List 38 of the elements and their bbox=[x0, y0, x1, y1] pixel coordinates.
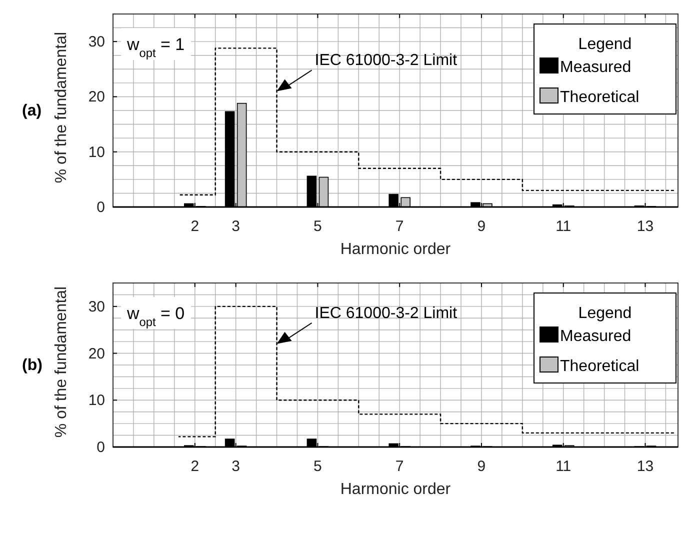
y-axis-title: % of the fundamental bbox=[53, 32, 70, 184]
annotation: w$_{opt}$ = 0 bbox=[126, 304, 185, 329]
x-tick-label: 13 bbox=[636, 218, 654, 235]
x-tick-label: 3 bbox=[232, 218, 240, 235]
x-tick-label: 2 bbox=[190, 218, 200, 235]
x-tick-label: 11 bbox=[556, 218, 572, 235]
legend-label: Theoretical bbox=[560, 89, 640, 106]
x-tick-label: 5 bbox=[314, 218, 322, 235]
x-tick-label: 5 bbox=[314, 458, 322, 475]
text: (a) bbox=[22, 102, 42, 120]
x-tick-label: 11 bbox=[556, 458, 572, 475]
y-tick-label: 0 bbox=[96, 439, 105, 456]
y-tick-label: 20 bbox=[88, 88, 105, 106]
x-axis-title: Harmonic order bbox=[340, 481, 452, 498]
y-tick-label: 10 bbox=[88, 392, 105, 410]
legend-label: Measured bbox=[560, 328, 632, 345]
legend-title: Legend bbox=[578, 305, 632, 322]
x-tick-label: 7 bbox=[395, 218, 404, 235]
legend-label: Measured bbox=[560, 59, 632, 76]
x-tick-label: 13 bbox=[636, 458, 654, 475]
y-tick-label: 30 bbox=[88, 34, 105, 51]
legend-title: Legend bbox=[578, 36, 632, 53]
x-tick-label: 9 bbox=[477, 218, 486, 235]
annotation: w$_{opt}$ = 1 bbox=[126, 35, 185, 60]
y-tick-label: 10 bbox=[88, 144, 105, 161]
x-tick-label: 9 bbox=[477, 458, 486, 475]
y-axis-title: % of the fundamental bbox=[53, 286, 70, 438]
annotation: IEC 61000-3-2 Limit bbox=[314, 304, 458, 322]
y-tick-label: 30 bbox=[88, 298, 105, 316]
legend-label: Theoretical bbox=[560, 358, 640, 375]
y-tick-label: 20 bbox=[88, 345, 105, 362]
x-tick-label: 7 bbox=[395, 458, 404, 475]
x-tick-label: 2 bbox=[190, 458, 200, 475]
text: (b) bbox=[22, 357, 42, 374]
x-tick-label: 3 bbox=[232, 458, 240, 475]
annotation: IEC 61000-3-2 Limit bbox=[314, 52, 458, 70]
x-axis-title: Harmonic order bbox=[340, 241, 452, 258]
y-tick-label: 0 bbox=[96, 199, 105, 216]
